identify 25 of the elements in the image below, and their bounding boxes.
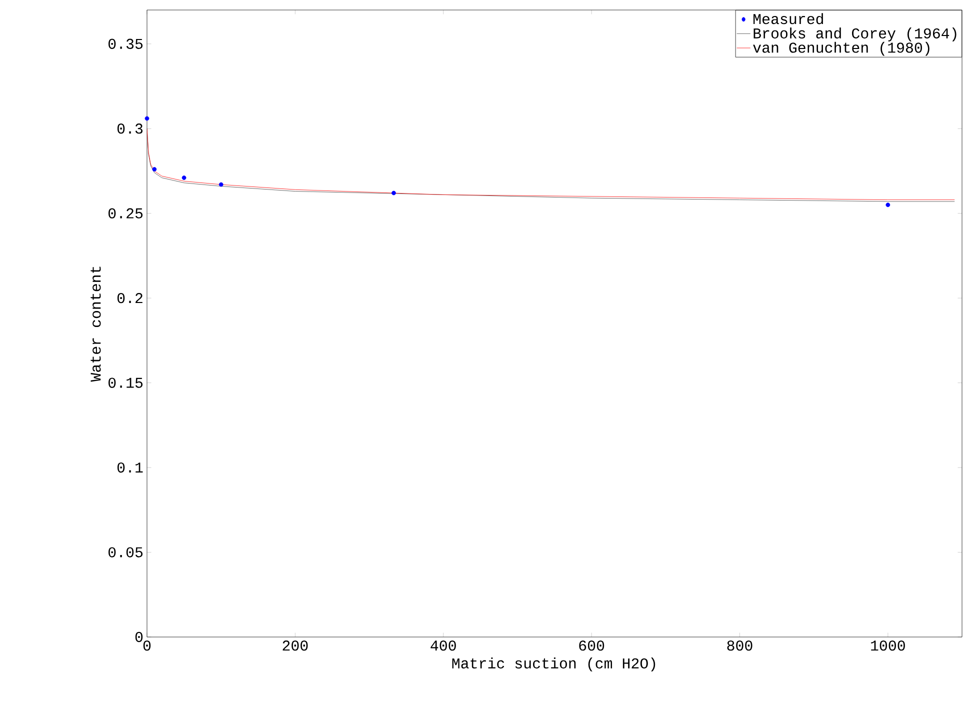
y-tick-label: 0 — [135, 632, 143, 642]
y-tick-label: 0.25 — [108, 208, 143, 218]
point — [886, 202, 890, 208]
x-tick-label: 1000 — [871, 640, 905, 651]
legend-label: Measured — [753, 13, 823, 24]
x-tick-label: 0 — [143, 640, 151, 651]
y-axis-title: Water content — [90, 266, 101, 382]
x-tick-label: 400 — [430, 640, 456, 651]
y-tick-label: 0.1 — [117, 462, 143, 473]
point — [392, 190, 396, 196]
y-tick-label: 0.2 — [117, 293, 142, 304]
y-tick-label: 0.3 — [117, 124, 143, 134]
x-tick-label: 600 — [579, 640, 604, 651]
point — [144, 116, 150, 121]
y-tick-label: 0.05 — [108, 547, 143, 558]
x-tick-label: 200 — [282, 640, 308, 651]
y-tick-label: 0.15 — [108, 378, 143, 388]
legend-label: van Genuchten (1980) — [753, 42, 930, 56]
x-axis-title: Matric suction (cm H2O) — [452, 658, 656, 672]
y-tick-label: 0.35 — [108, 38, 143, 49]
legend-label: Brooks and Corey (1964) — [754, 28, 956, 42]
point — [152, 167, 157, 172]
x-tick-label: 800 — [727, 640, 752, 651]
point — [182, 176, 186, 180]
point — [218, 182, 224, 187]
